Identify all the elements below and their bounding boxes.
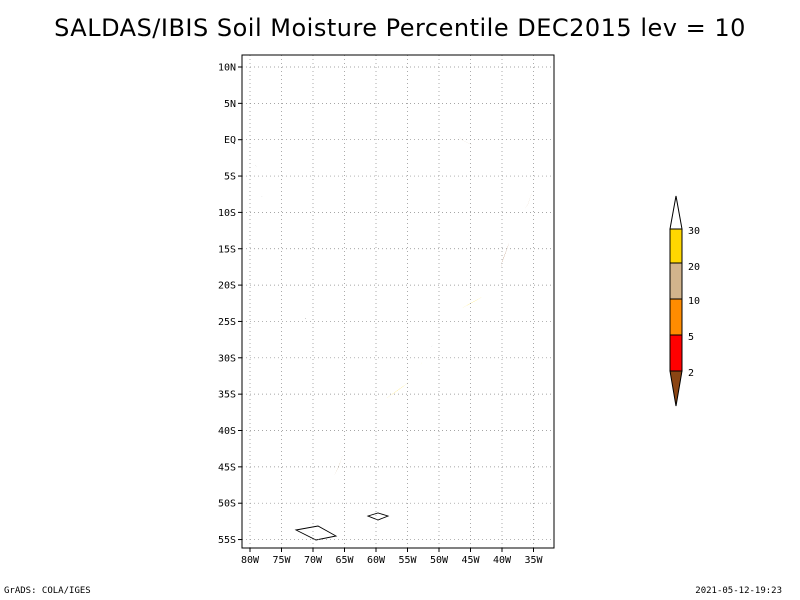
lat-tick-label: 40S xyxy=(218,426,236,437)
axis-ticks: 10N 5N EQ 5S 10S 15S 20S 25S 30S 35S 40S 45S 50S 55S 8… xyxy=(218,63,544,567)
colorbar-label-30: 30 xyxy=(688,226,700,237)
colorbar-5-10 xyxy=(669,298,683,336)
lat-tick-label: 10S xyxy=(218,208,236,219)
lon-tick-label: 60W xyxy=(367,555,386,566)
lon-tick-label: 80W xyxy=(241,555,260,566)
falkland-islands xyxy=(366,512,390,521)
lat-tick-label: 30S xyxy=(218,353,236,364)
lon-tick-label: 35W xyxy=(524,555,543,566)
lat-tick-label: 5N xyxy=(224,99,236,110)
lat-tick-label: 20S xyxy=(218,281,236,292)
lat-tick-label: EQ xyxy=(224,135,236,146)
lat-tick-label: 35S xyxy=(218,390,236,401)
lon-tick-label: 50W xyxy=(430,555,449,566)
lat-tick-label: 25S xyxy=(218,317,236,328)
lon-tick-label: 65W xyxy=(335,555,354,566)
colorbar-20-30 xyxy=(669,228,683,264)
colorbar-label-10: 10 xyxy=(688,296,700,307)
lat-tick-label: 10N xyxy=(218,63,236,74)
lon-tick-label: 70W xyxy=(304,555,323,566)
coastline xyxy=(247,61,535,543)
colorbar-2-5 xyxy=(669,334,683,372)
footer-credit: GrADS: COLA/IGES xyxy=(4,586,91,596)
lon-tick-label: 40W xyxy=(493,555,512,566)
colorbar-10-20 xyxy=(669,262,683,300)
lat-tick-label: 50S xyxy=(218,499,236,510)
lat-tick-label: 15S xyxy=(218,244,236,255)
footer-timestamp: 2021-05-12-19:23 xyxy=(695,586,782,596)
tierra-del-fuego xyxy=(294,525,338,541)
moisture-cell xyxy=(465,302,480,316)
lon-tick-label: 45W xyxy=(461,555,480,566)
colorbar-label-5: 5 xyxy=(688,332,694,343)
lat-tick-label: 55S xyxy=(218,535,236,546)
lon-tick-label: 75W xyxy=(272,555,291,566)
colorbar-above-30 xyxy=(669,195,683,230)
lat-tick-label: 5S xyxy=(224,172,236,183)
colorbar-label-20: 20 xyxy=(688,262,700,273)
map-title: SALDAS/IBIS Soil Moisture Percentile DEC… xyxy=(54,14,746,42)
colorbar-label-2: 2 xyxy=(688,368,694,379)
colorbar: 30 20 10 5 2 xyxy=(669,195,700,407)
map-frame xyxy=(241,54,555,549)
lat-tick-label: 45S xyxy=(218,462,236,473)
lon-tick-label: 55W xyxy=(398,555,417,566)
moisture-cell xyxy=(502,254,517,268)
colorbar-below-2 xyxy=(669,370,683,407)
moisture-cell xyxy=(335,469,346,479)
graticule xyxy=(242,55,554,548)
